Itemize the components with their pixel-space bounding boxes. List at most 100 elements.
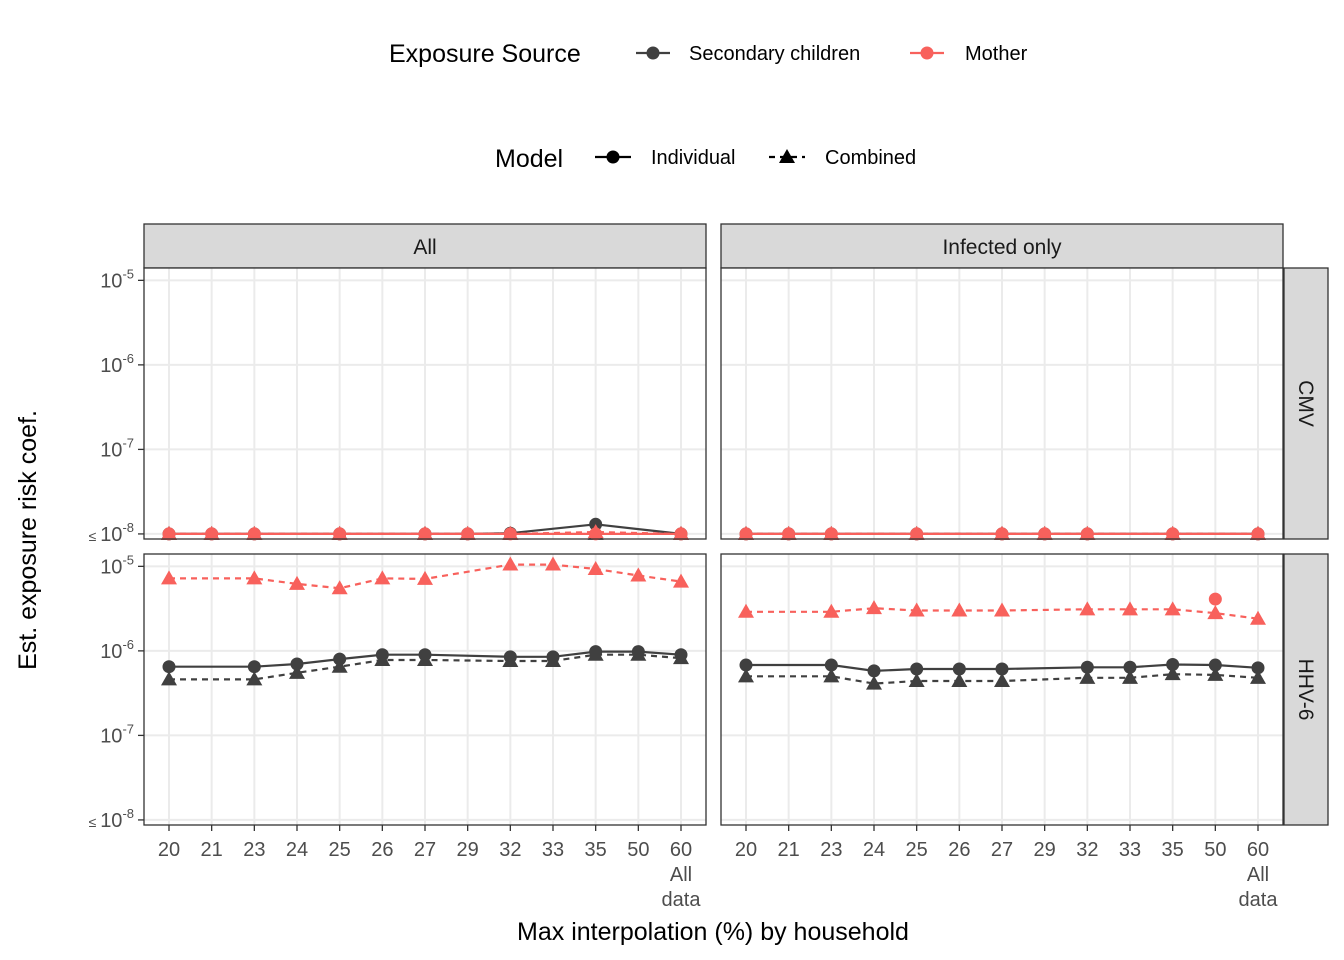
y-tick-base: 10	[100, 270, 122, 292]
x-tick-label: 26	[948, 839, 970, 861]
x-axis-ticks-all: 20 21 23 24 25 26 27 29 32 33 35 50 60 All data	[158, 825, 701, 911]
x-tick-label: 50	[627, 839, 649, 861]
x-tick-label: 21	[201, 839, 223, 861]
strip-background	[1283, 553, 1329, 826]
x-tick-label: 25	[906, 839, 928, 861]
strip-label: All	[413, 236, 436, 259]
x-axis-ticks-infected-only: 20 21 23 24 25 26 27 29 32 33 35 50 60 All data	[735, 825, 1278, 911]
data-point	[162, 660, 176, 674]
data-point	[1250, 669, 1266, 684]
data-point	[587, 561, 604, 576]
y-tick-base: 10	[100, 524, 122, 546]
data-point	[1079, 669, 1096, 684]
data-point	[866, 600, 882, 615]
x-tick-label: 32	[1076, 839, 1098, 861]
data-point	[1123, 660, 1137, 674]
data-point	[589, 527, 603, 541]
data-point	[331, 658, 348, 673]
legend-model-title: Model	[495, 145, 563, 173]
y-tick-base: 10	[100, 641, 122, 663]
data-point	[908, 602, 925, 617]
data-point	[1250, 610, 1266, 625]
x-tick-label: 20	[735, 839, 757, 861]
legend-model: Model Individual Combined	[495, 145, 916, 173]
legend-label: Combined	[825, 147, 916, 169]
data-point	[161, 671, 177, 686]
legend-key-point	[779, 149, 795, 163]
data-point	[738, 603, 754, 618]
x-tick-label-extra: All	[670, 864, 692, 886]
y-tick-label: ≤ 10-8	[89, 520, 134, 546]
data-point	[1038, 527, 1052, 541]
data-point	[1122, 669, 1138, 684]
series-secondary-children-combined	[738, 666, 1266, 690]
x-tick-label-extra: data	[662, 889, 702, 911]
data-point	[739, 658, 753, 672]
data-point	[247, 527, 261, 541]
y-tick-base: 10	[100, 355, 122, 377]
data-point	[910, 662, 924, 676]
y-axis-ticks-cmv: 10-510-610-7≤ 10-8	[89, 266, 144, 546]
x-tick-label: 60	[1247, 839, 1269, 861]
data-point	[418, 527, 432, 541]
data-point	[738, 668, 754, 683]
y-tick-base: 10	[100, 810, 122, 832]
y-tick-label: 10-6	[100, 637, 134, 663]
legend-label: Individual	[651, 147, 736, 169]
legend-label: Secondary children	[689, 43, 860, 65]
data-point	[951, 602, 968, 617]
data-point	[1164, 601, 1181, 616]
x-tick-label: 26	[371, 839, 393, 861]
y-tick-exponent: -6	[122, 351, 134, 366]
data-point	[246, 671, 263, 686]
x-tick-label: 20	[158, 839, 180, 861]
data-point	[952, 662, 966, 676]
panel-all-cmv	[143, 267, 707, 541]
data-point	[739, 527, 753, 541]
y-tick-prefix: ≤	[89, 814, 101, 830]
facet-strip-all: All	[143, 223, 707, 269]
data-point	[824, 527, 838, 541]
data-point	[417, 570, 433, 585]
y-axis-ticks-hhv-6: 10-510-610-7≤ 10-8	[89, 552, 144, 832]
x-tick-label: 27	[414, 839, 436, 861]
data-point	[951, 673, 968, 688]
data-point	[331, 580, 348, 595]
data-point	[908, 673, 925, 688]
data-point	[1122, 601, 1138, 616]
x-tick-label: 24	[286, 839, 308, 861]
data-point	[1251, 527, 1265, 541]
legend-exposure-title: Exposure Source	[389, 40, 581, 68]
data-point	[289, 575, 305, 590]
x-tick-label: 29	[1034, 839, 1056, 861]
data-point	[1208, 658, 1222, 672]
facet-strip-cmv: CMV	[1283, 267, 1329, 540]
data-point	[290, 657, 304, 671]
series-mother-combined	[738, 600, 1266, 625]
legend-item-individual: Individual	[595, 147, 736, 169]
x-tick-label: 23	[243, 839, 265, 861]
legend-key-point	[606, 150, 620, 164]
data-point	[333, 527, 347, 541]
strip-background	[143, 223, 707, 269]
data-point	[587, 646, 604, 661]
data-point	[417, 651, 433, 666]
data-point	[994, 602, 1010, 617]
legend-item-mother: Mother	[910, 43, 1028, 65]
y-tick-label: 10-7	[100, 435, 134, 461]
data-point	[823, 603, 840, 618]
data-point	[1208, 592, 1222, 606]
panel-grid	[721, 554, 1283, 825]
legend-item-secondary-children: Secondary children	[636, 43, 860, 65]
data-point	[374, 651, 391, 666]
data-point	[995, 662, 1009, 676]
panel-border	[720, 267, 1284, 540]
strip-background	[720, 223, 1284, 269]
legend-exposure-source: Exposure Source Secondary children Mother	[389, 40, 1028, 68]
x-tick-label: 25	[329, 839, 351, 861]
x-tick-label: 29	[457, 839, 479, 861]
legend: Exposure Source Secondary children Mother M…	[389, 40, 1028, 173]
data-point	[545, 652, 561, 667]
panel-border	[143, 267, 707, 540]
